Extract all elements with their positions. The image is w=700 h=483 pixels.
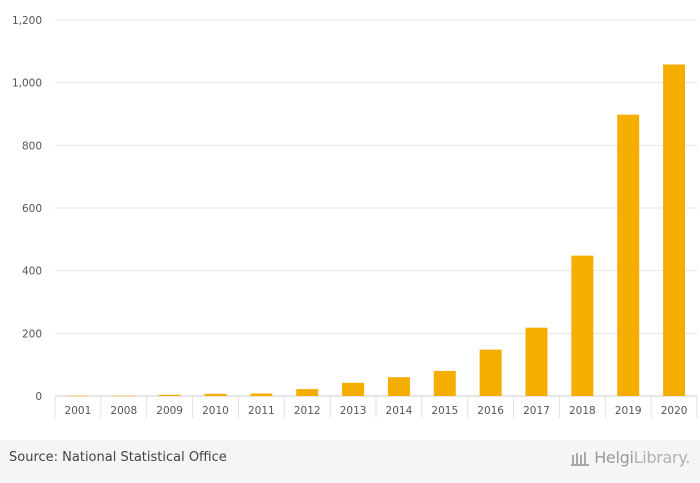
bars	[66, 64, 686, 397]
x-tick-label: 2008	[110, 405, 137, 417]
bar-2019[interactable]	[617, 114, 640, 397]
x-tick-label: 2013	[340, 405, 367, 417]
x-tick-label: 2011	[248, 405, 275, 417]
bar-2020[interactable]	[663, 64, 686, 396]
bar-2014[interactable]	[387, 377, 410, 396]
x-tick-label: 2010	[202, 405, 229, 417]
source-text: Source: National Statistical Office	[9, 450, 227, 465]
x-tick-label: 2015	[431, 405, 458, 417]
library-icon	[571, 451, 590, 466]
x-tick-label: 2020	[661, 405, 688, 417]
y-tick-label: 600	[22, 203, 42, 215]
logo-suffix: Library.	[633, 448, 691, 467]
bar-2001[interactable]	[66, 395, 89, 397]
y-tick-label: 1,200	[12, 15, 42, 27]
bar-2013[interactable]	[342, 382, 365, 396]
logo-main: Helgi	[594, 448, 634, 467]
bar-2009[interactable]	[158, 394, 181, 396]
x-tick-label: 2017	[523, 405, 550, 417]
bar-chart: 0 200 400 600 800 1,000 1,200 2001 2008 2009 2010…	[12, 15, 698, 418]
x-tick-label: 2001	[65, 405, 92, 417]
bar-2011[interactable]	[250, 393, 273, 396]
x-tick-label: 2019	[615, 405, 642, 417]
helgi-library-logo[interactable]: HelgiLibrary.	[570, 448, 690, 467]
x-tick-label: 2009	[156, 405, 183, 417]
bar-2010[interactable]	[204, 393, 227, 396]
bar-2012[interactable]	[296, 389, 319, 396]
y-tick-label: 200	[22, 328, 42, 340]
y-tick-label: 800	[22, 140, 42, 152]
logo-text: HelgiLibrary.	[594, 448, 690, 467]
x-tick-label: 2018	[569, 405, 596, 417]
bar-2017[interactable]	[525, 327, 548, 396]
x-tick-label: 2012	[294, 405, 321, 417]
grid-lines	[55, 19, 697, 397]
x-axis: 2001 2008 2009 2010 2011 2012 2013 2014 2015 2016…	[54, 396, 698, 418]
footer: Source: National Statistical Office Helg…	[0, 440, 700, 483]
y-axis: 0 200 400 600 800 1,000 1,200	[12, 15, 42, 403]
bar-2016[interactable]	[479, 349, 502, 396]
x-tick-label: 2016	[477, 405, 504, 417]
y-tick-label: 1,000	[12, 78, 42, 90]
bar-2018[interactable]	[571, 255, 594, 396]
y-tick-label: 0	[35, 391, 42, 403]
bar-2008[interactable]	[112, 395, 135, 397]
y-tick-label: 400	[22, 266, 42, 278]
bar-2015[interactable]	[433, 370, 456, 396]
x-tick-label: 2014	[386, 405, 413, 417]
